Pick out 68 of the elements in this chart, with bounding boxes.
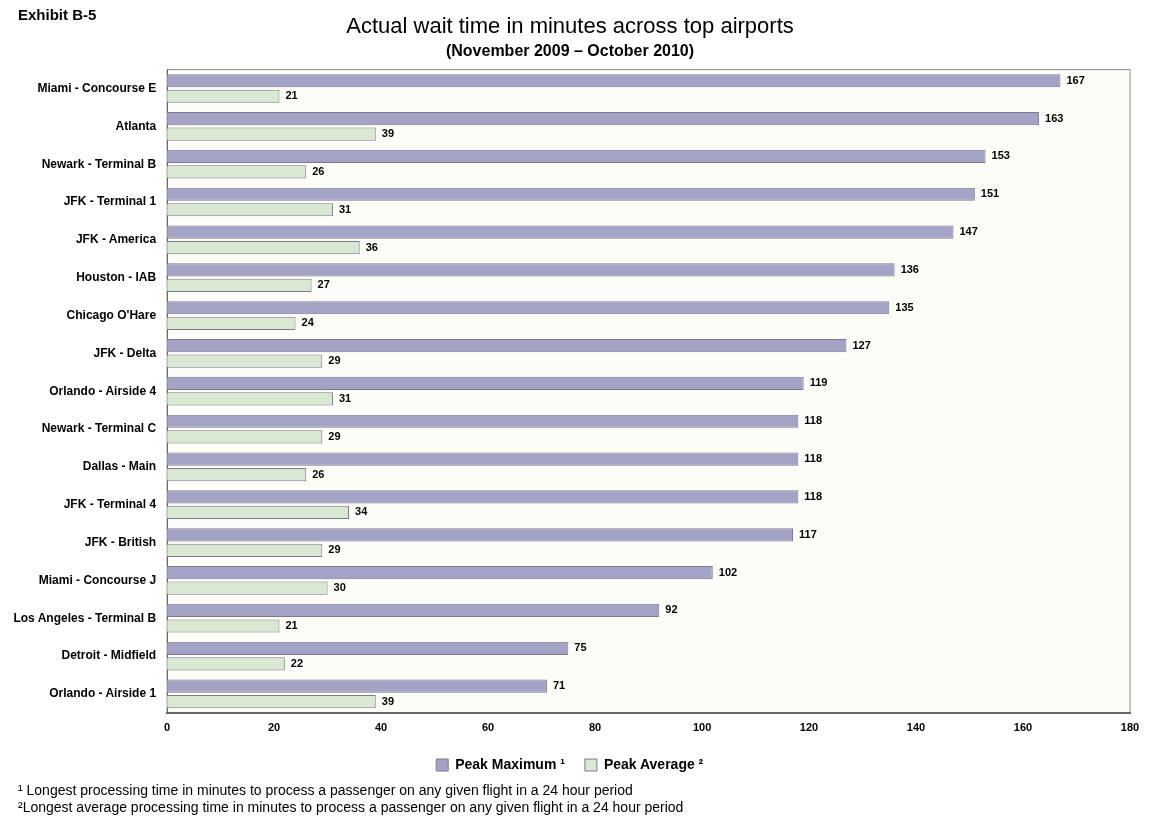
y-tick-label: Chicago O'Hare bbox=[66, 307, 157, 322]
x-tick-label: 120 bbox=[799, 721, 819, 734]
y-tick-label: JFK - Terminal 1 bbox=[63, 194, 157, 209]
data-label: 167 bbox=[1066, 73, 1085, 86]
data-label: 31 bbox=[338, 391, 352, 404]
data-label: 30 bbox=[333, 581, 346, 594]
data-label: 147 bbox=[959, 225, 978, 238]
legend-label: Peak Maximum ¹ bbox=[455, 755, 566, 772]
y-tick-label: JFK - Terminal 4 bbox=[63, 497, 157, 512]
data-label: 102 bbox=[718, 565, 738, 578]
data-label: 118 bbox=[804, 489, 823, 502]
y-tick-label: Miami - Concourse E bbox=[37, 80, 157, 95]
y-tick-label: JFK - Delta bbox=[93, 345, 157, 360]
chart-title: Actual wait time in minutes across top airports bbox=[346, 13, 794, 39]
data-label: 153 bbox=[991, 149, 1010, 162]
data-label: 34 bbox=[355, 505, 369, 518]
data-label: 29 bbox=[328, 354, 341, 367]
y-tick-label: Orlando - Airside 1 bbox=[49, 686, 157, 701]
data-label: 136 bbox=[900, 262, 919, 275]
x-tick-label: 140 bbox=[906, 721, 926, 734]
data-label: 26 bbox=[312, 164, 325, 177]
data-label: 117 bbox=[799, 527, 817, 540]
data-label: 151 bbox=[980, 187, 1000, 200]
data-label: 75 bbox=[574, 641, 587, 654]
y-tick-label: Detroit - Midfield bbox=[61, 648, 157, 663]
x-tick-label: 80 bbox=[588, 721, 602, 734]
text: ¹ Longest processing time in minutes to process a passenger on any given flight in a 24 hour period bbox=[18, 782, 634, 799]
data-label: 119 bbox=[809, 376, 828, 389]
data-label: 27 bbox=[317, 278, 330, 291]
y-tick-label: Newark - Terminal B bbox=[41, 156, 157, 171]
x-tick-label: 40 bbox=[374, 721, 388, 734]
y-tick-label: Atlanta bbox=[115, 118, 157, 133]
data-label: 92 bbox=[665, 603, 678, 616]
data-label: 31 bbox=[338, 202, 352, 215]
data-label: 21 bbox=[285, 89, 298, 102]
data-label: 118 bbox=[804, 414, 823, 427]
text: Exhibit B-5 bbox=[18, 6, 97, 23]
x-tick-label: 160 bbox=[1013, 721, 1033, 734]
data-label: 118 bbox=[804, 452, 823, 465]
x-tick-label: 100 bbox=[692, 721, 712, 734]
x-tick-label: 180 bbox=[1120, 721, 1140, 734]
data-label: 29 bbox=[328, 429, 341, 442]
y-tick-label: Miami - Concourse J bbox=[38, 572, 157, 587]
y-tick-label: Los Angeles - Terminal B bbox=[13, 610, 157, 625]
y-tick-label: JFK - America bbox=[75, 232, 157, 247]
text: ²Longest average processing time in minutes to process a passenger on any given flight in a 24 hour period bbox=[18, 799, 684, 816]
chart-subtitle: (November 2009 – October 2010) bbox=[445, 42, 695, 60]
data-label: 39 bbox=[381, 694, 395, 707]
x-tick-label: 60 bbox=[481, 721, 495, 734]
legend-label: Peak Average ² bbox=[603, 755, 704, 772]
data-label: 127 bbox=[852, 338, 871, 351]
y-tick-label: JFK - British bbox=[84, 534, 157, 549]
y-tick-label: Newark - Terminal C bbox=[41, 421, 157, 436]
data-label: 135 bbox=[895, 300, 914, 313]
y-tick-label: Dallas - Main bbox=[82, 459, 157, 474]
y-tick-label: Orlando - Airside 4 bbox=[49, 383, 157, 398]
data-label: 21 bbox=[285, 619, 298, 631]
data-label: 29 bbox=[328, 543, 341, 556]
x-tick-label: 20 bbox=[268, 721, 281, 734]
data-label: 36 bbox=[365, 240, 378, 253]
data-label: 22 bbox=[290, 656, 304, 669]
x-tick-label: 0 bbox=[164, 721, 171, 734]
data-label: 26 bbox=[312, 467, 325, 480]
data-label: 163 bbox=[1045, 111, 1064, 124]
data-label: 24 bbox=[301, 316, 315, 329]
data-label: 39 bbox=[381, 127, 395, 140]
data-label: 71 bbox=[552, 679, 566, 692]
y-tick-label: Houston - IAB bbox=[76, 270, 157, 285]
